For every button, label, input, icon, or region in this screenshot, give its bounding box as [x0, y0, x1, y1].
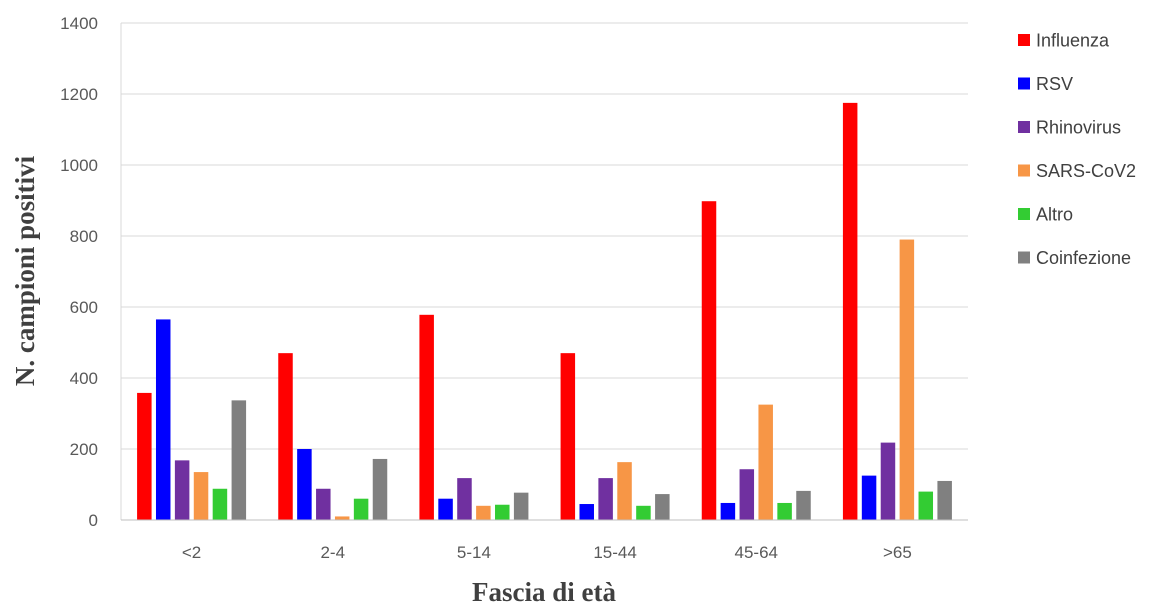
y-tick-label: 200	[70, 440, 98, 459]
bar-rhinovirus-2	[457, 478, 472, 520]
x-tick-label: 5-14	[457, 543, 491, 562]
y-axis-title: N. campioni positivi	[10, 155, 40, 386]
bar-rhinovirus-1	[316, 488, 331, 520]
bar-rsv-0	[155, 319, 171, 520]
bar-sars-cov2-4	[758, 404, 773, 520]
legend: Influenza RSV Rhinovirus SARS-CoV2 Altro Coin…	[1018, 31, 1136, 268]
bar-altro-2	[495, 504, 510, 520]
bar-coinfezione-3	[655, 494, 670, 520]
bar-coinfezione-2	[513, 492, 529, 520]
bar-coinfezione-0	[231, 400, 247, 520]
bar-influenza-3	[560, 353, 576, 520]
bar-influenza-4	[701, 201, 717, 520]
y-tick-label: 1200	[60, 85, 98, 104]
bar-altro-3	[636, 505, 651, 520]
bar-rsv-4	[720, 502, 736, 520]
bar-coinfezione-5	[937, 480, 952, 520]
legend-swatch	[1018, 208, 1030, 220]
legend-swatch	[1018, 34, 1030, 46]
bar-sars-cov2-5	[899, 239, 915, 521]
legend-label: RSV	[1036, 74, 1073, 94]
legend-swatch	[1018, 251, 1030, 264]
bars	[137, 102, 952, 521]
bar-altro-4	[777, 502, 792, 520]
legend-label: SARS-CoV2	[1036, 161, 1136, 181]
bar-altro-1	[353, 498, 369, 520]
x-tick-label: >65	[883, 543, 912, 562]
gridlines	[121, 22, 968, 450]
bar-sars-cov2-3	[617, 462, 632, 520]
bar-rsv-2	[438, 498, 453, 520]
bar-sars-cov2-1	[334, 516, 350, 520]
bar-sars-cov2-0	[193, 472, 209, 520]
bar-coinfezione-1	[372, 458, 388, 520]
y-tick-label: 1400	[60, 14, 98, 33]
legend-label: Rhinovirus	[1036, 118, 1121, 138]
x-axis-title: Fascia di età	[472, 577, 616, 605]
legend-swatch	[1018, 77, 1030, 90]
legend-label: Altro	[1036, 205, 1073, 225]
y-tick-label: 0	[89, 511, 98, 530]
bar-rhinovirus-3	[598, 478, 613, 520]
legend-label: Influenza	[1036, 31, 1110, 51]
x-tick-label: 15-44	[593, 543, 636, 562]
bar-influenza-0	[137, 392, 152, 520]
x-tick-label: <2	[182, 543, 201, 562]
bar-sars-cov2-2	[476, 505, 491, 520]
bar-rhinovirus-0	[174, 460, 190, 520]
bar-altro-5	[918, 491, 934, 520]
bar-rhinovirus-4	[739, 469, 755, 520]
y-tick-label: 1000	[60, 156, 98, 175]
legend-label: Coinfezione	[1036, 248, 1131, 268]
x-tick-label: 45-64	[735, 543, 778, 562]
bar-rhinovirus-5	[880, 442, 896, 520]
bar-influenza-1	[278, 353, 293, 520]
bar-influenza-5	[842, 102, 858, 520]
bar-rsv-3	[579, 504, 594, 520]
x-tick-label: 2-4	[320, 543, 345, 562]
y-axis-ticks: 0 200 400 600 800 1000 1200 1400	[60, 14, 98, 530]
y-tick-label: 400	[70, 369, 98, 388]
legend-swatch	[1018, 121, 1030, 133]
y-tick-label: 800	[70, 227, 98, 246]
bar-influenza-2	[419, 314, 434, 520]
bar-altro-0	[212, 488, 228, 520]
bar-rsv-1	[297, 449, 312, 520]
x-axis-ticks: <2 2-4 5-14 15-44 45-64 >65	[182, 543, 912, 562]
y-tick-label: 600	[70, 298, 98, 317]
bar-rsv-5	[861, 475, 877, 520]
bar-coinfezione-4	[796, 490, 811, 520]
legend-swatch	[1018, 164, 1030, 177]
